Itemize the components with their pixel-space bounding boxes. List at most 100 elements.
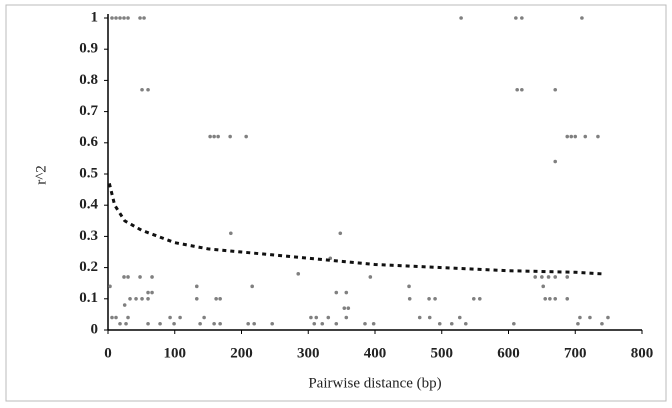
point [218, 321, 222, 326]
point [334, 321, 339, 326]
point [548, 297, 552, 301]
point [344, 290, 349, 295]
point [214, 297, 218, 301]
point [122, 16, 126, 20]
point [427, 297, 431, 301]
point [118, 321, 122, 326]
point [346, 306, 351, 310]
point [126, 275, 130, 279]
point [122, 275, 126, 279]
point [578, 315, 582, 320]
x-tick-label: 100 [164, 345, 187, 361]
point [541, 284, 546, 289]
point [202, 315, 206, 320]
point [246, 321, 250, 326]
x-axis-label: Pairwise distance (bp) [308, 375, 441, 391]
x-tick-label: 800 [631, 345, 654, 361]
point [553, 275, 558, 279]
point [124, 321, 128, 326]
point [320, 321, 325, 326]
y-tick-label: 0.5 [79, 165, 98, 181]
x-tick-label: 0 [104, 345, 112, 361]
x-tick-label: 700 [564, 345, 587, 361]
y-tick-label: 0 [91, 321, 99, 337]
point [146, 321, 150, 326]
x-tick-label: 600 [497, 345, 520, 361]
point [178, 315, 182, 320]
point [158, 321, 162, 326]
point [270, 321, 275, 326]
point [334, 290, 339, 295]
point [296, 272, 301, 276]
point [228, 134, 232, 139]
point [309, 315, 313, 320]
point [168, 315, 172, 320]
point [512, 321, 516, 326]
point [216, 134, 220, 139]
point [172, 321, 176, 326]
y-tick-label: 0.1 [79, 290, 98, 306]
point [463, 321, 468, 326]
point [449, 321, 454, 326]
point [114, 315, 118, 320]
point [427, 315, 432, 320]
y-tick-label: 0.8 [79, 72, 98, 88]
point [110, 315, 114, 320]
point [122, 303, 127, 307]
point [407, 297, 412, 301]
point [128, 297, 132, 301]
point [576, 321, 580, 326]
point [108, 284, 112, 289]
point [114, 16, 118, 20]
point [520, 16, 524, 20]
y-axis-label: r^2 [33, 165, 49, 185]
y-tick-label: 0.3 [79, 228, 98, 244]
x-tick-label: 300 [297, 345, 320, 361]
point [569, 134, 574, 139]
point [126, 315, 130, 320]
point [146, 87, 150, 92]
point [433, 297, 437, 301]
y-tick-label: 1 [91, 9, 99, 25]
point [134, 297, 138, 301]
y-tick-label: 0.2 [79, 259, 98, 275]
point [573, 134, 578, 139]
point [212, 321, 216, 326]
point [126, 16, 130, 20]
point [326, 315, 331, 320]
x-tick-label: 500 [431, 345, 454, 361]
y-tick-label: 0.7 [79, 103, 98, 119]
point [250, 284, 254, 289]
point [140, 87, 144, 92]
point [138, 275, 142, 279]
point [146, 297, 150, 301]
point [580, 16, 584, 20]
point [546, 275, 551, 279]
point [146, 290, 150, 295]
point [342, 306, 347, 310]
point [142, 16, 146, 20]
point [588, 315, 592, 320]
point [110, 16, 114, 20]
point [520, 87, 524, 92]
point [371, 321, 376, 326]
point [244, 134, 248, 139]
point [363, 321, 367, 326]
point [417, 315, 422, 320]
point [338, 231, 343, 236]
point [150, 275, 154, 279]
point [198, 321, 202, 326]
x-tick-label: 200 [230, 345, 253, 361]
point [596, 134, 600, 139]
point [553, 297, 558, 301]
point [194, 284, 199, 289]
trend-line [107, 183, 603, 276]
point [368, 275, 373, 279]
point [606, 315, 610, 320]
frame [5, 4, 667, 402]
y-tick-label: 0.9 [79, 41, 98, 57]
point [229, 231, 233, 236]
point [312, 321, 317, 326]
point [138, 16, 142, 20]
